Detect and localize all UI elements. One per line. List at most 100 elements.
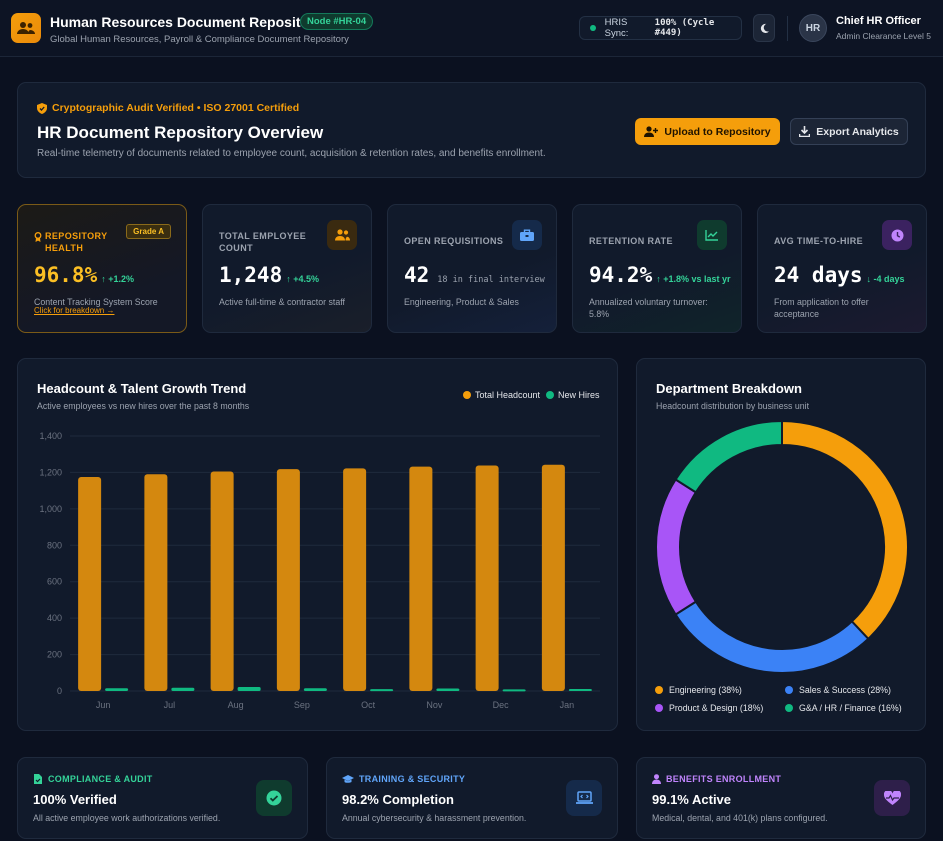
headcount-bar[interactable] — [78, 476, 102, 691]
donut-slice[interactable] — [655, 478, 698, 616]
legend-headcount-dot — [463, 391, 471, 399]
sync-label: HRIS Sync: — [604, 17, 629, 39]
grade-badge: Grade A — [126, 224, 171, 239]
kpi-hire-note: From application to offer acceptance — [774, 297, 869, 319]
x-tick-label: Jun — [96, 700, 111, 710]
kpi-total-employees[interactable]: TOTAL EMPLOYEE COUNT 1,248 ↑ +4.5% Active… — [202, 204, 372, 333]
benefits-card[interactable]: BENEFITS ENROLLMENT 99.1% Active Medical… — [636, 757, 926, 839]
legend-product[interactable]: Product & Design (18%) — [655, 703, 763, 713]
users-icon — [327, 220, 357, 250]
headcount-bar-chart: 0 200 400 600 800 1,000 1,200 1,400 Jun Jul Aug Sep… — [39, 431, 600, 710]
kpi-retention-delta: ↑ +1.8% vs last yr — [656, 274, 731, 284]
training-value: 98.2% Completion — [342, 792, 454, 807]
headcount-bar[interactable] — [541, 464, 565, 691]
new-hires-bar[interactable] — [105, 688, 129, 691]
x-tick-label: Oct — [361, 700, 376, 710]
x-tick-label: Dec — [493, 700, 510, 710]
kpi-retention-rate[interactable]: RETENTION RATE 94.2% ↑ +1.8% vs last yr A… — [572, 204, 742, 333]
moon-icon — [760, 23, 769, 33]
kpi-retention-label: RETENTION RATE — [589, 236, 673, 246]
export-button[interactable]: Export Analytics — [790, 118, 908, 145]
shield-icon — [37, 102, 47, 114]
check-circle-icon — [256, 780, 292, 816]
compliance-label: COMPLIANCE & AUDIT — [33, 774, 153, 784]
headcount-bar[interactable] — [276, 469, 300, 691]
kpi-open-requisitions[interactable]: OPEN REQUISITIONS 42 18 in final intervie… — [387, 204, 557, 333]
y-tick-label: 600 — [47, 577, 62, 587]
kpi-employees-label: TOTAL EMPLOYEE COUNT — [219, 231, 307, 253]
users-logo-icon — [11, 13, 41, 43]
legend-engineering[interactable]: Engineering (38%) — [655, 685, 742, 695]
theme-toggle-button[interactable] — [753, 14, 775, 42]
kpi-requisitions-value: 42 18 in final interview — [404, 263, 545, 287]
headcount-bar[interactable] — [144, 474, 168, 691]
upload-button[interactable]: Upload to Repository — [635, 118, 780, 145]
kpi-health-label: REPOSITORY HEALTH — [34, 230, 134, 254]
y-tick-label: 1,000 — [39, 504, 62, 514]
department-breakdown-card: Department Breakdown Headcount distribut… — [636, 358, 926, 731]
legend-sales[interactable]: Sales & Success (28%) — [785, 685, 891, 695]
donut-slice[interactable] — [781, 419, 909, 641]
new-hires-bar[interactable] — [370, 689, 394, 692]
new-hires-bar[interactable] — [436, 688, 460, 691]
new-hires-bar[interactable] — [237, 686, 261, 691]
headcount-bar[interactable] — [409, 466, 433, 691]
kpi-health-delta: ↑ +1.2% — [101, 274, 134, 284]
new-hires-bar[interactable] — [303, 688, 327, 691]
department-subtitle: Headcount distribution by business unit — [656, 401, 810, 411]
user-role: Admin Clearance Level 5 — [836, 31, 931, 41]
donut-slice[interactable] — [674, 600, 870, 674]
benefits-note: Medical, dental, and 401(k) plans config… — [652, 813, 828, 823]
x-tick-label: Jul — [164, 700, 176, 710]
legend-ga[interactable]: G&A / HR / Finance (16%) — [785, 703, 902, 713]
headcount-bar[interactable] — [475, 465, 499, 691]
legend-engineering-label: Engineering (38%) — [669, 685, 742, 695]
donut-slice[interactable] — [674, 419, 783, 494]
user-icon — [652, 774, 661, 784]
user-name: Chief HR Officer — [836, 15, 921, 27]
page-title: HR Document Repository Overview — [37, 123, 324, 142]
legend-sales-label: Sales & Success (28%) — [799, 685, 891, 695]
new-hires-bar[interactable] — [171, 687, 195, 691]
trend-subtitle: Active employees vs new hires over the p… — [37, 401, 250, 411]
legend-new-hires[interactable]: New Hires — [546, 390, 600, 400]
new-hires-bar[interactable] — [568, 688, 592, 691]
benefits-label: BENEFITS ENROLLMENT — [652, 774, 781, 784]
sync-value: 100% (Cycle #449) — [654, 18, 715, 38]
award-icon — [34, 232, 42, 242]
avatar[interactable]: HR — [799, 14, 827, 42]
page-subtitle: Real-time telemetry of documents related… — [37, 148, 546, 159]
x-tick-label: Sep — [294, 700, 310, 710]
headcount-bar[interactable] — [343, 468, 367, 691]
app-subtitle: Global Human Resources, Payroll & Compli… — [50, 34, 349, 45]
kpi-health-note: Content Tracking System Score — [34, 297, 158, 307]
clock-icon — [882, 220, 912, 250]
kpi-hire-delta: ↓ -4 days — [866, 274, 905, 284]
training-card[interactable]: TRAINING & SECURITY 98.2% Completion Ann… — [326, 757, 618, 839]
y-tick-label: 1,200 — [39, 467, 62, 477]
kpi-time-to-hire[interactable]: AVG TIME-TO-HIRE 24 days ↓ -4 days From a… — [757, 204, 927, 333]
legend-hires-dot — [546, 391, 554, 399]
compliance-card[interactable]: COMPLIANCE & AUDIT 100% Verified All act… — [17, 757, 308, 839]
kpi-hire-label: AVG TIME-TO-HIRE — [774, 236, 864, 246]
x-tick-label: Nov — [426, 700, 443, 710]
kpi-repository-health[interactable]: REPOSITORY HEALTH Grade A 96.8% ↑ +1.2% C… — [17, 204, 187, 333]
y-tick-label: 800 — [47, 540, 62, 550]
benefits-value: 99.1% Active — [652, 792, 732, 807]
hris-sync-status: HRIS Sync: 100% (Cycle #449) — [579, 16, 742, 40]
kpi-retention-value: 94.2% ↑ +1.8% vs last yr — [589, 263, 731, 287]
node-badge: Node #HR-04 — [300, 13, 374, 30]
legend-headcount-label: Total Headcount — [475, 390, 541, 400]
headcount-bar[interactable] — [210, 471, 234, 691]
graduation-cap-icon — [342, 774, 354, 783]
header-divider — [787, 16, 788, 41]
breakdown-link[interactable]: Click for breakdown → — [34, 306, 115, 315]
laptop-code-icon — [566, 780, 602, 816]
x-tick-label: Aug — [228, 700, 244, 710]
training-label: TRAINING & SECURITY — [342, 774, 465, 784]
legend-engineering-dot — [655, 686, 663, 694]
new-hires-bar[interactable] — [502, 689, 526, 692]
y-tick-label: 0 — [57, 686, 62, 696]
upload-label: Upload to Repository — [664, 125, 771, 138]
legend-headcount[interactable]: Total Headcount — [463, 390, 540, 400]
